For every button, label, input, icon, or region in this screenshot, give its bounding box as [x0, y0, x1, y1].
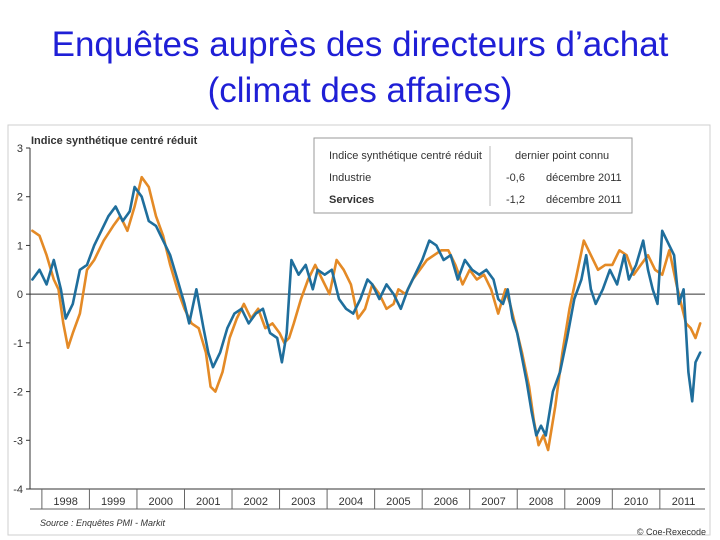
- x-tick-label: 2009: [576, 496, 600, 508]
- y-tick-label: -4: [13, 484, 23, 496]
- x-tick-label: 2008: [529, 496, 553, 508]
- x-tick-label: 2005: [386, 496, 410, 508]
- chart-frame: [7, 124, 711, 536]
- x-tick-label: 2000: [148, 496, 172, 508]
- x-tick-label: 2010: [624, 496, 648, 508]
- series-line-services: [31, 185, 702, 437]
- y-tick-label: 3: [17, 143, 23, 155]
- x-tick-label: 1998: [53, 496, 77, 508]
- x-tick-label: 2007: [481, 496, 505, 508]
- series-line-industrie: [31, 175, 702, 452]
- legend-frame: [313, 137, 633, 214]
- y-tick-label: 2: [17, 192, 23, 204]
- series-layer: [31, 175, 702, 452]
- x-tick-label: 1999: [101, 496, 125, 508]
- x-tick-label: 2002: [244, 496, 268, 508]
- legend-value-services: -1,2: [506, 194, 525, 206]
- x-tick-label: 2001: [196, 496, 220, 508]
- legend-date-services: décembre 2011: [546, 194, 622, 206]
- legend-box: Indice synthétique centré réduit dernier…: [313, 137, 633, 214]
- y-tick-label: 0: [17, 289, 23, 301]
- legend-header-index: Indice synthétique centré réduit: [329, 150, 482, 162]
- y-tick-label: -2: [13, 387, 23, 399]
- y-tick-label: -1: [13, 338, 23, 350]
- legend-header-last-point: dernier point connu: [515, 150, 609, 162]
- chart-title: Indice synthétique centré réduit: [31, 135, 198, 147]
- legend-entry-services: Services: [329, 194, 374, 206]
- x-tick-label: 2003: [291, 496, 315, 508]
- legend-entry-industrie: Industrie: [329, 172, 371, 184]
- slide-title: Enquêtes auprès des directeurs d’achat (…: [0, 22, 720, 114]
- y-tick-label: -3: [13, 435, 23, 447]
- slide-title-line-1: Enquêtes auprès des directeurs d’achat: [51, 25, 669, 64]
- footer-brand: © Coe-Rexecode: [637, 527, 706, 537]
- x-tick-label: 2011: [672, 496, 696, 508]
- x-tick-label: 2004: [339, 496, 363, 508]
- legend-value-industrie: -0,6: [506, 172, 525, 184]
- footer-source: Source : Enquêtes PMI - Markit: [40, 518, 166, 528]
- x-tick-label: 2006: [434, 496, 458, 508]
- slide-title-line-2: (climat des affaires): [207, 71, 513, 110]
- legend-date-industrie: décembre 2011: [546, 172, 622, 184]
- y-tick-label: 1: [17, 240, 23, 252]
